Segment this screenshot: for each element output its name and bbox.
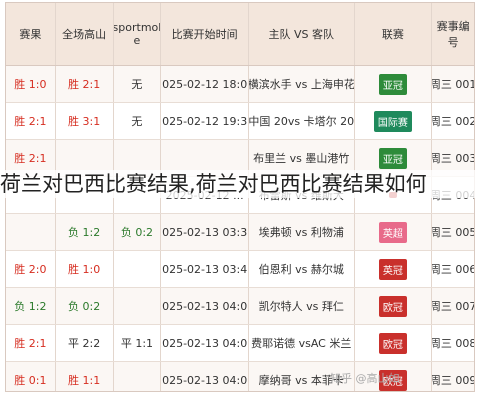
cell-teams: 摩纳哥 vs 本菲卡 (249, 362, 355, 391)
header-result: 赛果 (6, 3, 56, 65)
cell-league: 国际赛 (355, 103, 433, 139)
cell-id: 周三 002 (432, 115, 474, 128)
cell-full: 负 0:2 (56, 288, 114, 324)
header-teams: 主队 VS 客队 (249, 3, 355, 65)
cell-full: 胜 3:1 (56, 103, 114, 139)
cell-league: 亚冠 (355, 66, 433, 102)
cell-full: 胜 1:1 (56, 362, 114, 391)
table-row[interactable]: 胜 2:0胜 1:0 2025-02-13 03:45伯恩利 vs 赫尔城 英冠 周三… (6, 251, 474, 288)
cell-time: 2025-02-13 04:00 (161, 325, 249, 361)
table-row[interactable]: 胜 0:1胜 1:1 2025-02-13 04:00摩纳哥 vs 本菲卡 欧冠 周三… (6, 362, 474, 391)
cell-league: 欧冠 (355, 288, 433, 324)
cell-teams: 费耶诺德 vsAC 米兰 (249, 325, 355, 361)
cell-time (161, 140, 249, 176)
cell-result (6, 214, 56, 250)
header-full: 全场高山 (56, 3, 114, 65)
cell-teams: 凯尔特人 vs 拜仁 (249, 288, 355, 324)
cell-time: 2025-02-13 03:30 (161, 214, 249, 250)
cell-league: 亚冠 (355, 140, 433, 176)
cell-teams: 横滨水手 vs 上海申花 (249, 66, 355, 102)
league-badge: 欧冠 (378, 295, 407, 317)
cell-id: 周三 007 (432, 300, 474, 313)
header-sport: sportmol e (114, 3, 162, 65)
cell-league: 英冠 (355, 251, 433, 287)
cell-full: 胜 2:1 (56, 66, 114, 102)
league-badge: 英冠 (378, 258, 407, 280)
table-header: 赛果 全场高山 sportmol e 比赛开始时间 主队 VS 客队 联赛 赛事… (6, 3, 474, 66)
cell-league: 欧冠 (355, 325, 433, 361)
cell-full: 平 2:2 (56, 325, 114, 361)
cell-sport (114, 251, 162, 287)
cell-teams: 布里兰 vs 墨山港竹 (249, 140, 355, 176)
cell-sport (114, 288, 162, 324)
cell-full: 胜 1:0 (56, 251, 114, 287)
header-id: 赛事编号 (436, 20, 470, 49)
league-badge: 欧冠 (378, 332, 407, 354)
cell-id: 周三 008 (432, 337, 474, 350)
cell-sport: 负 0:2 (114, 214, 162, 250)
cell-full: 负 1:2 (56, 214, 114, 250)
cell-sport (114, 140, 162, 176)
cell-id: 周三 005 (432, 226, 474, 239)
watermark: 知乎 @高山如 (330, 372, 400, 385)
cell-result: 胜 2:0 (6, 251, 56, 287)
cell-sport (114, 362, 162, 391)
cell-result: 胜 2:1 (6, 140, 56, 176)
cell-id: 周三 009 (432, 374, 474, 387)
cell-teams: 埃弗顿 vs 利物浦 (249, 214, 355, 250)
table-row[interactable]: 负 1:2负 0:2 2025-02-13 04:00凯尔特人 vs 拜仁 欧冠 周三… (6, 288, 474, 325)
league-badge: 国际赛 (373, 110, 412, 132)
cell-id: 周三 006 (432, 263, 474, 276)
cell-full (56, 140, 114, 176)
cell-result: 负 1:2 (6, 288, 56, 324)
league-badge: 亚冠 (378, 73, 407, 95)
cell-result: 胜 1:0 (6, 66, 56, 102)
cell-time: 2025-02-13 03:45 (161, 251, 249, 287)
cell-sport: 无 (114, 103, 162, 139)
cell-sport: 无 (114, 66, 162, 102)
cell-time: 2025-02-13 04:00 (161, 288, 249, 324)
cell-league: 英超 (355, 214, 433, 250)
cell-teams: 中国 20vs 卡塔尔 20 (249, 103, 355, 139)
cell-teams: 伯恩利 vs 赫尔城 (249, 251, 355, 287)
league-badge: 亚冠 (378, 147, 407, 169)
cell-result: 胜 2:1 (6, 103, 56, 139)
cell-result: 胜 2:1 (6, 325, 56, 361)
cell-time: 2025-02-12 19:30 (161, 103, 249, 139)
header-league: 联赛 (355, 3, 433, 65)
cell-result: 胜 0:1 (6, 362, 56, 391)
cell-id: 周三 001 (432, 78, 474, 91)
cell-id: 周三 003 (432, 152, 474, 165)
league-badge: 英超 (378, 221, 407, 243)
league-badge: 欧冠 (378, 369, 407, 391)
cell-league: 欧冠 (355, 362, 433, 391)
overlay-title: 荷兰对巴西比赛结果,荷兰对巴西比赛结果如何 (0, 170, 480, 198)
header-time: 比赛开始时间 (161, 3, 249, 65)
cell-time: 2025-02-12 18:00 (161, 66, 249, 102)
cell-sport: 平 1:1 (114, 325, 162, 361)
cell-time: 2025-02-13 04:00 (161, 362, 249, 391)
